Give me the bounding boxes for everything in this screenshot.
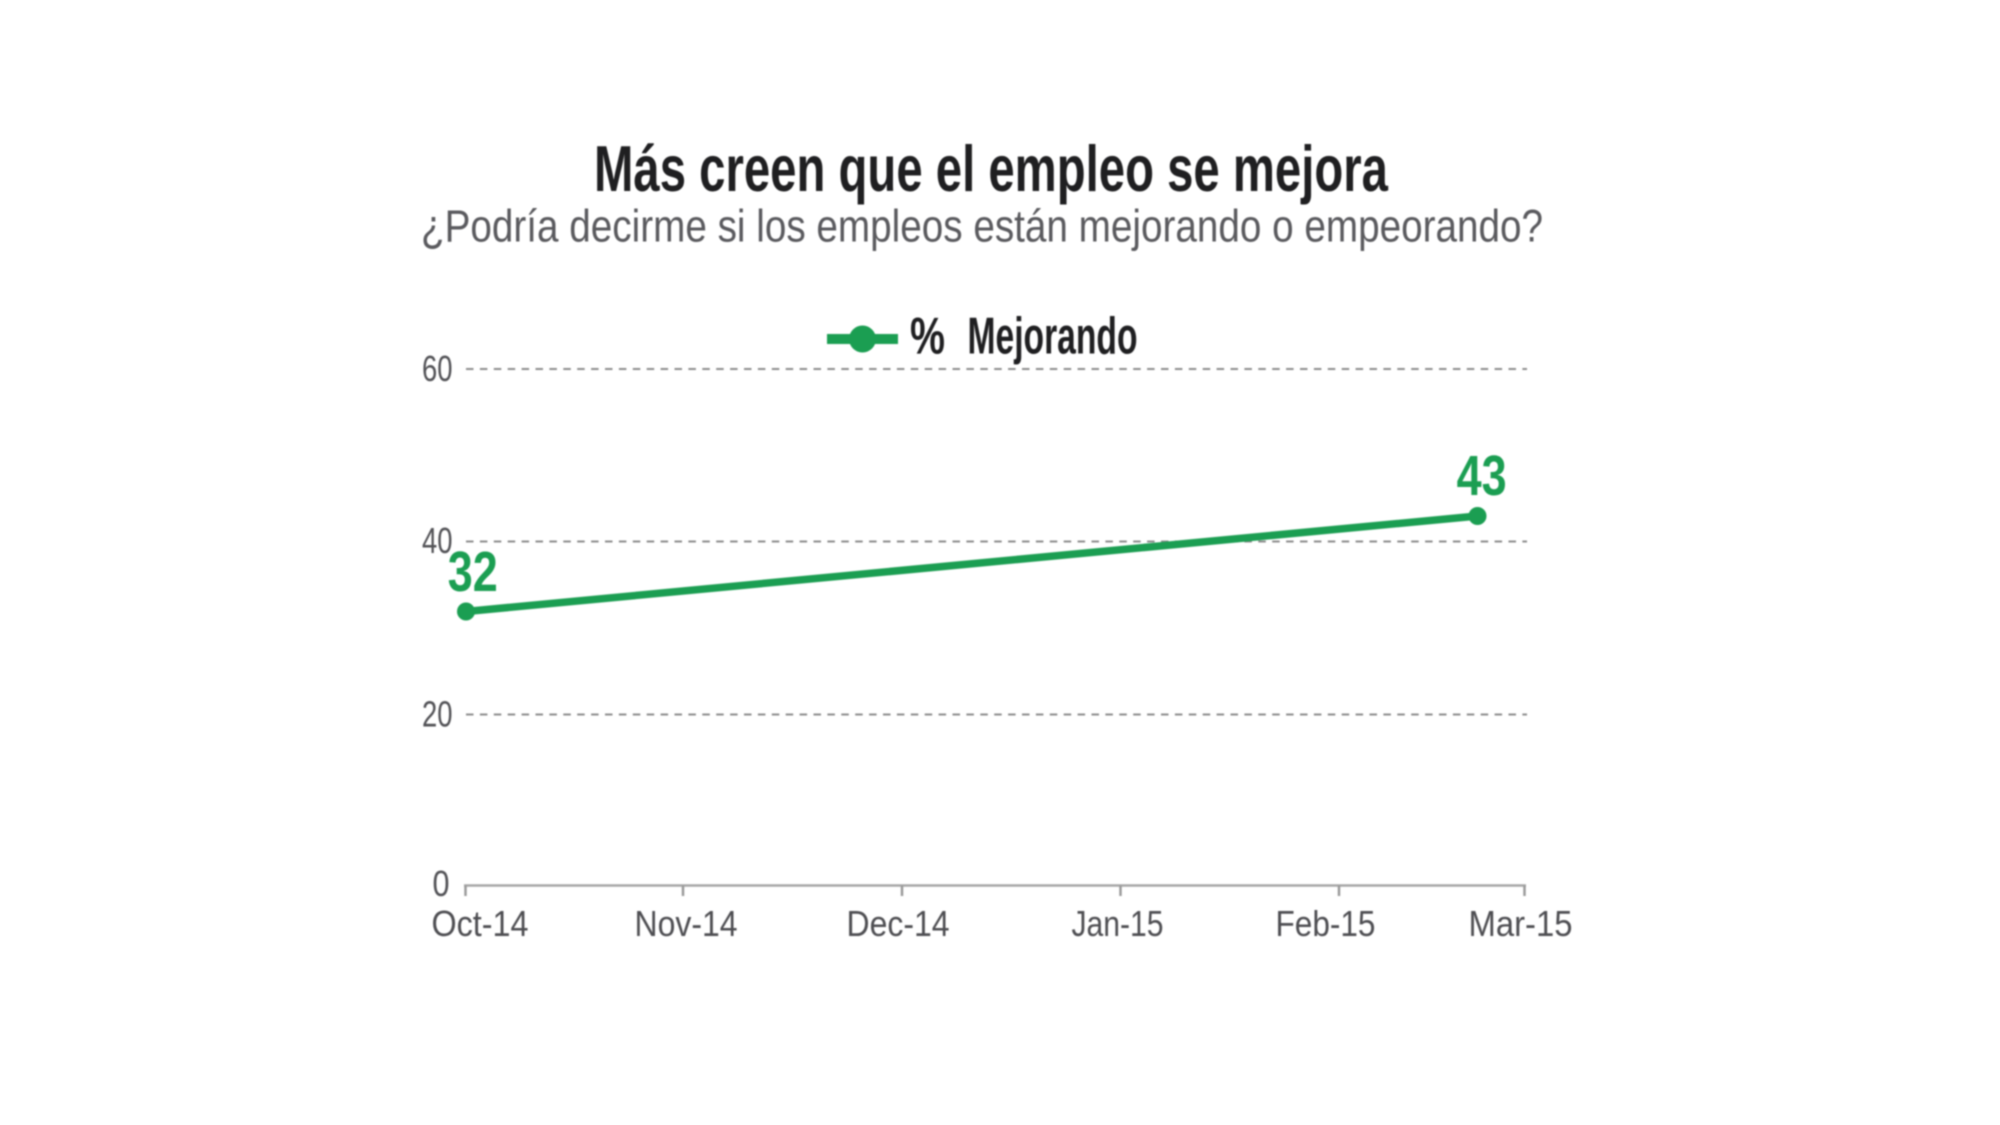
svg-text:0: 0: [433, 863, 450, 904]
svg-text:Nov-14: Nov-14: [635, 903, 738, 944]
svg-text:Jan-15: Jan-15: [1072, 903, 1164, 944]
svg-text:Más creen que el empleo se mej: Más creen que el empleo se mejora: [594, 132, 1389, 205]
svg-text:Mejorando: Mejorando: [968, 307, 1138, 365]
svg-text:60: 60: [422, 348, 453, 389]
svg-text:¿Podría decirme si los empleos: ¿Podría decirme si los empleos están mej…: [421, 201, 1543, 252]
svg-text:Feb-15: Feb-15: [1276, 903, 1376, 944]
svg-text:43: 43: [1457, 444, 1507, 508]
svg-text:Dec-14: Dec-14: [847, 903, 950, 944]
svg-text:Mar-15: Mar-15: [1469, 903, 1573, 944]
svg-text:Oct-14: Oct-14: [432, 903, 529, 944]
svg-text:32: 32: [448, 540, 498, 604]
svg-text:40: 40: [422, 520, 453, 561]
svg-text:20: 20: [422, 694, 453, 735]
svg-text:%: %: [910, 307, 945, 365]
